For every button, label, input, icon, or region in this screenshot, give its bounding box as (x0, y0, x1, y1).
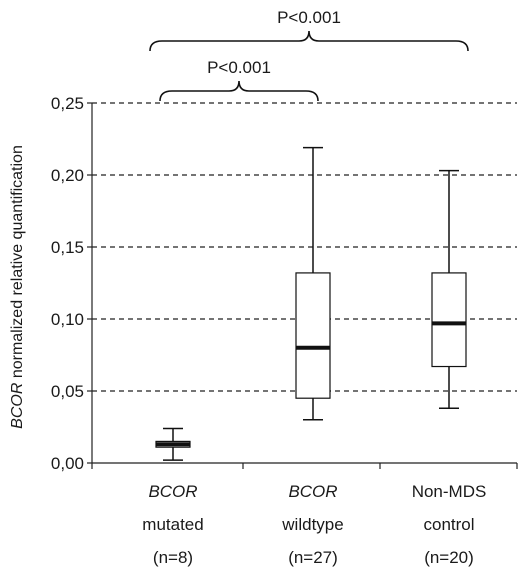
box-3 (431, 169, 467, 410)
y-tick-labels: 0,00 0,05 0,10 0,15 0,20 0,25 (51, 94, 84, 473)
y-tick-label: 0,00 (51, 454, 84, 473)
iqr-box (295, 272, 331, 399)
y-tick-label: 0,15 (51, 238, 84, 257)
category-label-line1: Non-MDS (412, 482, 487, 501)
category-labels: BCOR mutated (n=8) BCOR wildtype (n=27) Non-MD… (142, 482, 486, 567)
box-series (155, 146, 467, 461)
brace-outer: P<0.001 (149, 8, 469, 52)
p-value-label: P<0.001 (207, 58, 271, 77)
category-label-line1: BCOR (288, 482, 337, 501)
significance-annotations: P<0.001 P<0.001 (149, 8, 469, 102)
y-axis-label-rest: normalized relative quantification (9, 145, 26, 382)
y-tick-label: 0,20 (51, 166, 84, 185)
category-label-line3: (n=8) (153, 548, 193, 567)
brace-path (149, 30, 469, 52)
box-1 (155, 427, 191, 461)
axes (87, 102, 518, 469)
y-tick-label: 0,25 (51, 94, 84, 113)
y-axis-label: BCOR normalized relative quantification (9, 145, 26, 429)
p-value-label: P<0.001 (277, 8, 341, 27)
category-label-line3: (n=27) (288, 548, 338, 567)
brace-inner: P<0.001 (159, 58, 319, 102)
y-tick-label: 0,05 (51, 382, 84, 401)
brace-path (159, 80, 319, 102)
y-tick-label: 0,10 (51, 310, 84, 329)
y-axis-label-gene: BCOR (9, 382, 26, 429)
category-label-line1: BCOR (148, 482, 197, 501)
category-label-line3: (n=20) (424, 548, 474, 567)
category-label-line2: mutated (142, 515, 203, 534)
category-label-line2: wildtype (281, 515, 343, 534)
category-label-line2: control (423, 515, 474, 534)
box-2 (295, 146, 331, 421)
iqr-box (431, 272, 467, 368)
